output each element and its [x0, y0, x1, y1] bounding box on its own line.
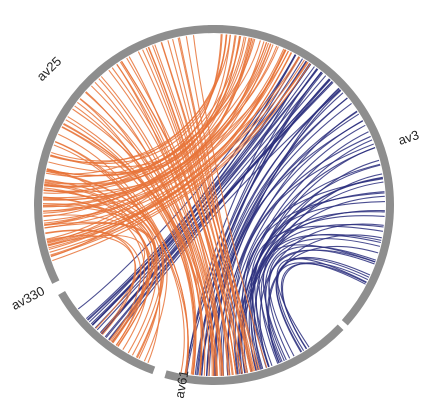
link-group-av25-av330 [42, 168, 168, 363]
chord-link [277, 256, 371, 351]
chord-link [90, 85, 210, 376]
chord-link [43, 40, 261, 194]
chord-links [42, 34, 385, 377]
chord-link [43, 187, 150, 350]
chord-link [220, 111, 358, 376]
chord-link [161, 42, 260, 371]
chord-link [268, 249, 375, 359]
chord-link [45, 229, 136, 334]
chord-segments [34, 25, 394, 385]
chord-link [251, 215, 385, 370]
chord-link [74, 105, 196, 375]
chord-link [44, 184, 158, 354]
segment-label-av3: av3 [396, 127, 421, 148]
chord-link [94, 81, 215, 377]
chord-link [128, 56, 224, 376]
chord-link [67, 116, 196, 375]
chord-link [178, 37, 258, 371]
chord-link [250, 225, 384, 368]
chord-link [281, 263, 367, 350]
chord-link [43, 196, 145, 346]
chord-link [192, 35, 268, 368]
link-group-av25-av61 [53, 35, 268, 377]
chord-link [200, 89, 341, 376]
segment-arc-av330 [58, 290, 156, 375]
chord-link [264, 238, 381, 362]
chord-link [44, 182, 164, 359]
chord-link [137, 51, 231, 376]
chord-link [265, 249, 376, 363]
chord-link [275, 262, 366, 353]
chord-link [145, 47, 243, 374]
chord-link [249, 211, 385, 370]
chord-link [177, 37, 252, 373]
segment-label-av25: av25 [34, 54, 65, 84]
chord-link [65, 119, 195, 375]
chord-link [98, 78, 218, 376]
chord-link [268, 245, 377, 357]
chord-link [152, 45, 243, 374]
chord-link [276, 258, 367, 348]
chord-link [43, 189, 162, 359]
chord-link [58, 133, 189, 374]
chord-link [185, 36, 255, 372]
chord-link [148, 46, 249, 373]
chord-link [111, 67, 224, 376]
segment-label-av61: av61 [172, 369, 192, 399]
chord-link [100, 76, 224, 376]
chord-link [172, 38, 254, 372]
chord-link [79, 98, 217, 376]
chord-link [160, 42, 253, 372]
segment-arc-av3 [207, 25, 394, 326]
chord-link [46, 168, 161, 363]
chord-link [214, 102, 352, 376]
chord-link [116, 64, 223, 376]
chord-link [46, 46, 279, 240]
chord-link [52, 63, 311, 262]
chord-link [142, 49, 241, 375]
segment-label-av330: av330 [9, 283, 47, 313]
chord-link [258, 244, 376, 363]
chord-link [47, 234, 146, 329]
chord-link [126, 57, 229, 376]
chord-link [76, 101, 206, 376]
segment-arc-av61 [164, 324, 344, 385]
chord-link [46, 34, 231, 175]
segment-arc-av25 [34, 25, 224, 284]
